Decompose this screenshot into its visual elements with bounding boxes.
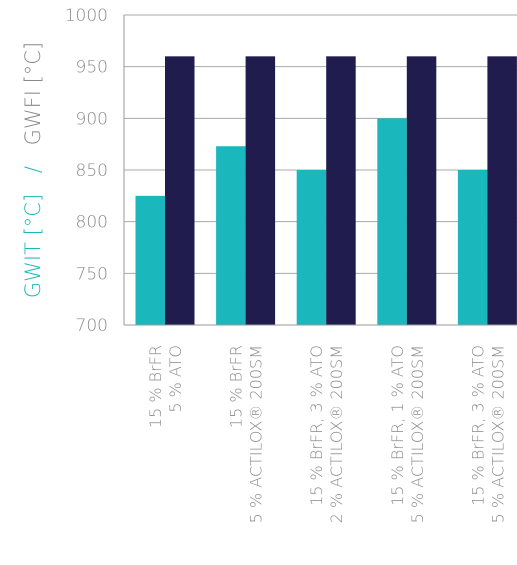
gwfi-bar bbox=[245, 56, 276, 325]
gwfi-bar bbox=[406, 56, 437, 325]
bars bbox=[135, 56, 517, 325]
gwfi-bar bbox=[487, 56, 517, 325]
y-tick-labels: 700 750 800 850 900 950 1000 bbox=[65, 6, 108, 336]
category-label: 15 % BrFR, 3 % ATO2 % ACTILOX® 200SM bbox=[307, 345, 346, 523]
y-tick-label: 950 bbox=[76, 58, 108, 78]
category-label-line: 2 % ACTILOX® 200SM bbox=[327, 345, 346, 523]
y-axis-label-gwfi: GWFI [°C] bbox=[21, 42, 45, 146]
y-tick-label: 700 bbox=[76, 316, 108, 336]
gwit-bar bbox=[377, 118, 407, 325]
category-label-line: 15 % BrFR bbox=[227, 345, 246, 428]
y-tick-label: 800 bbox=[76, 213, 108, 233]
gwit-bar bbox=[216, 146, 246, 325]
category-label: 15 % BrFR, 1 % ATO5 % ACTILOX® 200SM bbox=[388, 345, 427, 523]
y-tick-label: 850 bbox=[76, 161, 108, 181]
gwfi-bar bbox=[165, 56, 195, 325]
gwit-bar bbox=[296, 170, 327, 325]
category-label-line: 5 % ACTILOX® 200SM bbox=[247, 345, 266, 523]
gwit-bar bbox=[135, 195, 165, 325]
axes bbox=[123, 15, 517, 326]
category-label: 15 % BrFR, 3 % ATO5 % ACTILOX® 200SM bbox=[468, 345, 507, 523]
category-label-line: 15 % BrFR bbox=[146, 345, 165, 428]
gwit-bar bbox=[457, 170, 488, 325]
y-tick-label: 900 bbox=[76, 109, 108, 129]
category-label: 15 % BrFR5 % ACTILOX® 200SM bbox=[227, 345, 266, 523]
category-labels: 15 % BrFR5 % ATO 15 % BrFR5 % ACTILOX® 20… bbox=[146, 345, 507, 523]
category-label-line: 15 % BrFR, 1 % ATO bbox=[388, 345, 407, 506]
category-label-line: 5 % ATO bbox=[166, 345, 185, 413]
category-label-line: 5 % ACTILOX® 200SM bbox=[488, 345, 507, 523]
y-axis-label-gwit: GWIT [°C] bbox=[21, 194, 45, 298]
category-label-line: 5 % ACTILOX® 200SM bbox=[408, 345, 427, 523]
y-axis-label: GWIT [°C] / GWFI [°C] bbox=[21, 42, 45, 298]
gwfi-bar bbox=[326, 56, 356, 325]
category-label-line: 15 % BrFR, 3 % ATO bbox=[468, 345, 487, 506]
y-tick-label: 1000 bbox=[65, 6, 108, 26]
category-label-line: 15 % BrFR, 3 % ATO bbox=[307, 345, 326, 506]
y-tick-label: 750 bbox=[76, 264, 108, 284]
y-axis-label-separator: / bbox=[21, 166, 45, 173]
category-label: 15 % BrFR5 % ATO bbox=[146, 345, 185, 428]
